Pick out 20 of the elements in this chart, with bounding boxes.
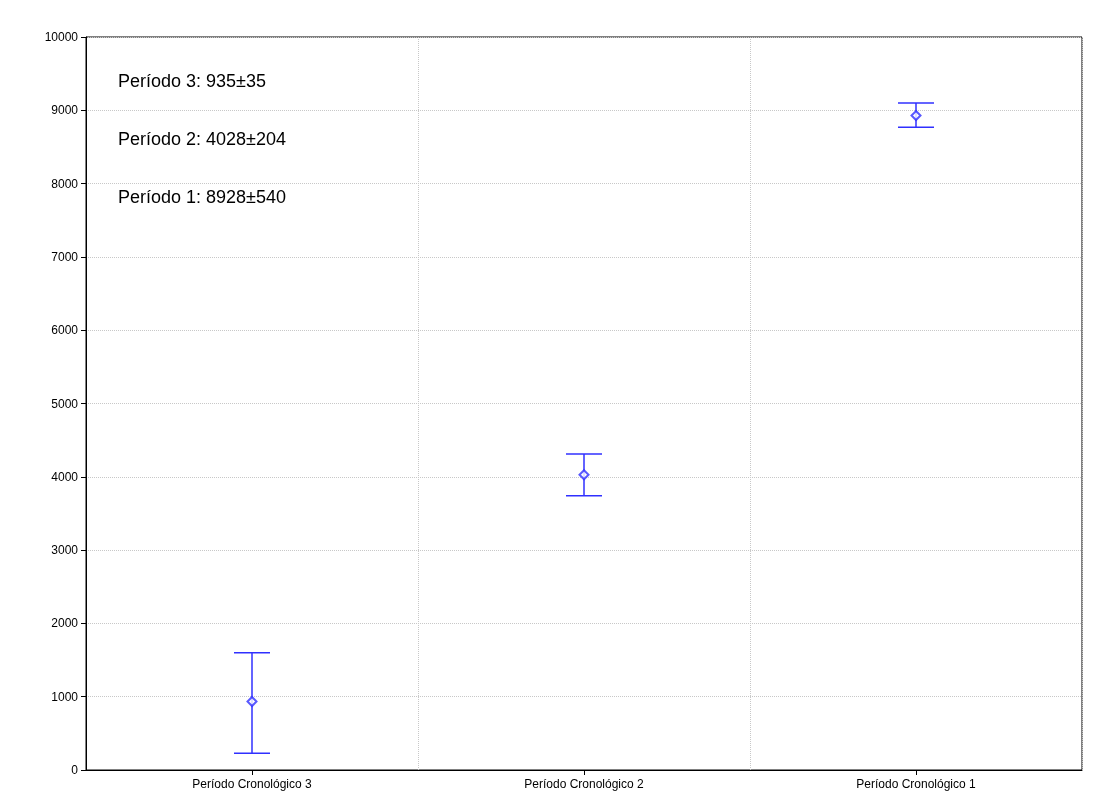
annotation: Período 1: 8928±540	[118, 187, 287, 207]
y-tick-label: 6000	[51, 323, 79, 338]
y-tick-label: 10000	[44, 30, 79, 44]
point	[578, 469, 590, 481]
y-tick-label: 4000	[51, 469, 79, 484]
x-tick-label: Período Cronológico 3	[192, 777, 313, 791]
y-tick-label: 2000	[51, 616, 79, 631]
y-tick-label: 9000	[51, 103, 79, 118]
y-tick-label: 3000	[51, 543, 79, 558]
y-tick-label: 0	[71, 763, 79, 777]
y-tick-label: 5000	[51, 396, 79, 411]
point	[910, 110, 922, 122]
annotation: Período 3: 935±35	[118, 71, 266, 91]
y-tick-label: 7000	[51, 249, 79, 264]
annotation: Período 2: 4028±204	[118, 129, 287, 149]
x-tick-label: Período Cronológico 2	[524, 777, 645, 791]
x-tick-label: Período Cronológico 1	[856, 777, 977, 791]
y-tick-label: 1000	[51, 689, 79, 704]
y-tick-label: 8000	[51, 176, 79, 191]
point	[246, 695, 258, 707]
